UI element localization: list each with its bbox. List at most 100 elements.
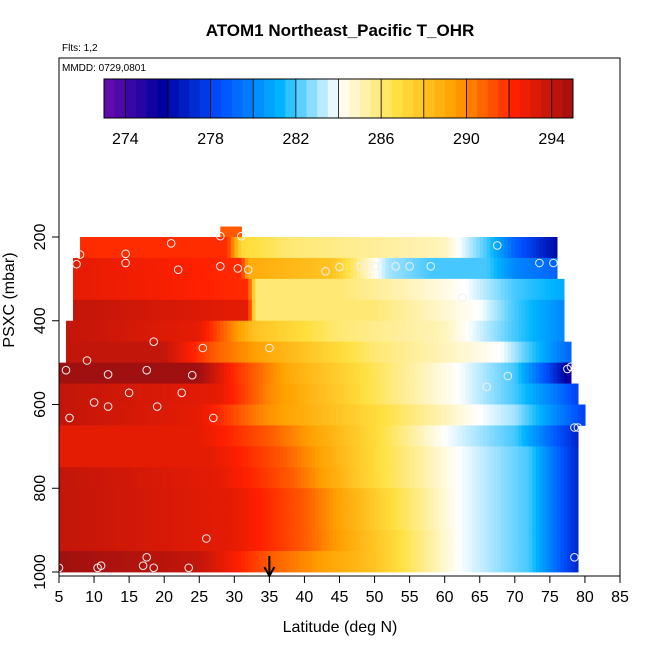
observation-point [121, 258, 130, 268]
heat-cell [132, 530, 137, 552]
heat-cell [206, 257, 211, 280]
heat-cell [335, 404, 341, 426]
heat-cell [448, 530, 453, 552]
heat-cell [216, 467, 221, 489]
x-tick-label: 15 [120, 589, 138, 606]
heat-cell [353, 530, 358, 552]
heat-cell [469, 278, 474, 301]
heat-cell [542, 257, 547, 280]
heat-cell [430, 320, 435, 343]
heat-cell [399, 404, 404, 426]
heat-cell [465, 299, 470, 322]
heat-cell [399, 551, 404, 573]
heat-cell [444, 404, 449, 426]
heat-cell [59, 362, 64, 384]
heat-cell [406, 446, 411, 468]
heat-cell [385, 299, 390, 322]
heat-cell [311, 341, 316, 364]
heat-cell [153, 488, 158, 510]
heat-cell [339, 257, 344, 280]
heat-cell [174, 341, 179, 364]
heat-cell [160, 488, 165, 510]
heat-cell [430, 237, 435, 259]
heat-cell [378, 425, 383, 447]
heat-cell [237, 341, 242, 364]
heat-cell [416, 404, 421, 426]
heat-cell [276, 237, 281, 259]
heat-cell [416, 299, 421, 322]
heat-cell [469, 237, 474, 259]
heat-cell [290, 299, 295, 322]
heat-cell [185, 362, 190, 384]
heat-cell [73, 467, 78, 489]
heat-cell [392, 467, 397, 489]
heat-cell [125, 320, 130, 343]
heat-cell [556, 320, 561, 343]
heat-cell [335, 551, 341, 573]
heat-cell [202, 467, 207, 489]
heat-cell [272, 299, 277, 322]
heat-cell [353, 383, 358, 405]
heat-cell [532, 404, 537, 426]
heat-cell [234, 320, 239, 343]
heat-cell [202, 488, 207, 510]
heat-cell [283, 488, 288, 510]
heat-cell [241, 383, 246, 405]
heat-cell [314, 425, 320, 447]
heat-cell [409, 551, 414, 573]
heat-cell [560, 383, 565, 405]
observation-point [570, 423, 579, 432]
heat-cell [157, 446, 162, 468]
heat-cell [300, 383, 306, 405]
heat-cell [150, 362, 155, 384]
heat-cell [230, 341, 235, 364]
heat-cell [360, 237, 365, 259]
heat-cell [553, 530, 558, 552]
heat-cell [80, 257, 85, 280]
heat-cell [563, 530, 569, 552]
heat-cell [462, 237, 467, 259]
heat-cell [143, 299, 148, 322]
heat-cell [321, 320, 327, 343]
heat-cell [385, 530, 390, 552]
heat-cell [241, 446, 246, 468]
heat-cell [563, 488, 569, 510]
heat-cell [553, 404, 558, 426]
heat-cell [371, 404, 376, 426]
heat-cell [83, 362, 88, 384]
heat-cell [174, 237, 179, 259]
heat-cell [385, 383, 390, 405]
heat-cell [255, 551, 260, 573]
heat-cell [367, 551, 372, 573]
heat-cell [416, 341, 421, 364]
heat-cell [202, 446, 207, 468]
heat-cell [125, 467, 130, 489]
heat-cell [367, 299, 372, 322]
heat-cell [360, 509, 365, 531]
heat-cell [549, 404, 554, 426]
heat-cell [209, 278, 214, 301]
heat-cell [455, 278, 460, 301]
y-tick-label: 200 [32, 224, 49, 251]
observation-point [265, 343, 274, 353]
heat-cell [73, 362, 78, 384]
heat-cell [272, 530, 277, 552]
heat-cell [174, 488, 179, 510]
heat-cell [167, 257, 172, 280]
heat-cell [101, 488, 106, 510]
heat-cell [307, 341, 313, 364]
heat-cell [111, 488, 116, 510]
heat-cell [385, 237, 390, 259]
heat-cell [430, 383, 435, 405]
heat-cell [413, 404, 418, 426]
heat-cell [472, 383, 477, 405]
heat-cell [223, 362, 228, 384]
heat-cell [385, 551, 390, 573]
heat-cell [97, 341, 102, 364]
heat-cell [293, 237, 299, 259]
heat-cell [521, 551, 526, 573]
heat-cell [500, 362, 505, 384]
heat-cell [104, 509, 109, 531]
heat-cell [364, 237, 369, 259]
heat-cell [427, 488, 432, 510]
